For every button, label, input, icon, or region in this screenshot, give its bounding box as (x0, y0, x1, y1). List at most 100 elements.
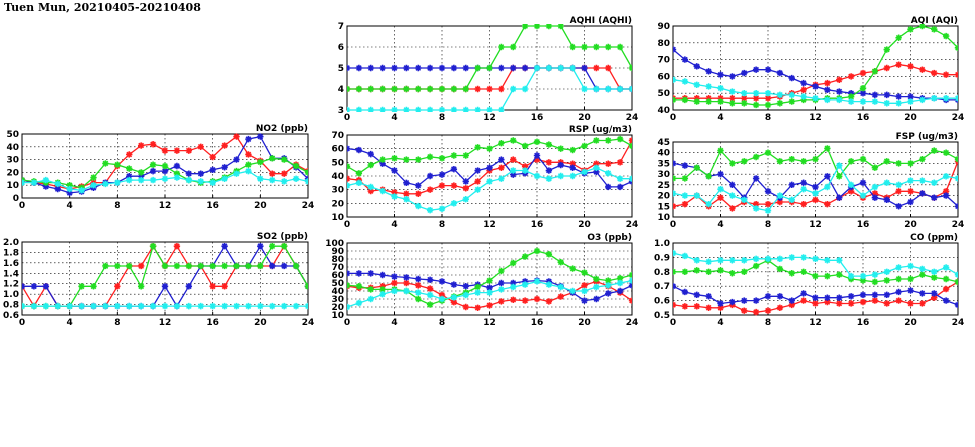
x-tick-label: 16 (531, 318, 544, 328)
data-point-cyan (486, 178, 493, 185)
data-point-blue (729, 73, 736, 80)
data-point-cyan (581, 168, 588, 176)
data-point-green (883, 277, 890, 284)
data-point-cyan (847, 98, 855, 105)
data-point-cyan (871, 271, 879, 278)
y-tick-label: 20 (6, 168, 19, 178)
data-point-green (257, 262, 264, 270)
data-point-cyan (292, 302, 300, 310)
data-point-blue (942, 192, 950, 199)
data-point-green (78, 283, 85, 290)
data-point-cyan (628, 277, 632, 284)
data-point-blue (752, 66, 760, 73)
series-group (347, 247, 632, 311)
data-point-blue (593, 295, 600, 303)
data-point-blue (836, 194, 843, 201)
data-point-cyan (776, 91, 784, 99)
data-point-cyan (847, 181, 855, 189)
x-tick-label: 16 (206, 318, 219, 328)
data-point-cyan (66, 185, 73, 193)
data-point-blue (605, 290, 612, 297)
data-point-blue (510, 64, 517, 72)
data-point-blue (403, 274, 410, 281)
data-point-red (883, 64, 890, 72)
x-tick-label: 12 (159, 318, 172, 328)
data-point-blue (355, 64, 363, 72)
y-tick-label: 0.6 (654, 297, 670, 307)
data-point-cyan (824, 96, 831, 104)
chart-title: CO (ppm) (910, 233, 958, 243)
data-point-blue (883, 91, 890, 99)
data-point-green (859, 277, 867, 284)
data-point-blue (705, 68, 712, 75)
x-tick-label: 0 (670, 113, 676, 123)
data-point-red (245, 151, 252, 158)
data-point-blue (812, 83, 819, 90)
data-point-blue (919, 190, 926, 197)
y-tick-label: 0 (13, 194, 19, 204)
data-point-cyan (942, 95, 950, 102)
data-point-red (403, 190, 410, 197)
x-tick-label: 12 (483, 113, 496, 123)
data-point-blue (545, 167, 553, 174)
data-point-blue (788, 297, 795, 304)
x-tick-label: 0 (344, 318, 350, 328)
data-point-green (269, 155, 276, 162)
data-point-green (102, 160, 109, 167)
chart-so2: 0.60.81.01.21.41.61.82.0 0 4 8 12 16 20 24 SO2 (… (3, 232, 314, 328)
data-point-cyan (379, 106, 386, 112)
data-point-green (545, 24, 553, 30)
y-tick-label: 20 (331, 199, 344, 209)
data-point-cyan (269, 176, 276, 184)
series-group (673, 249, 958, 316)
y-tick-label: 40 (331, 287, 344, 297)
data-point-cyan (919, 96, 926, 104)
data-point-red (221, 142, 228, 149)
data-point-cyan (859, 272, 867, 280)
data-point-green (616, 135, 624, 143)
data-point-cyan (605, 170, 612, 177)
data-point-cyan (533, 278, 541, 285)
data-point-green (462, 152, 469, 159)
data-point-blue (403, 179, 410, 187)
data-point-green (883, 158, 890, 165)
data-point-blue (569, 164, 576, 171)
data-point-green (292, 162, 300, 170)
data-point-blue (347, 270, 351, 277)
x-tick-label: 4 (67, 201, 73, 211)
data-point-cyan (498, 175, 505, 182)
data-point-cyan (752, 90, 760, 97)
data-point-red (462, 303, 469, 311)
data-point-cyan (137, 302, 145, 310)
data-point-green (871, 68, 879, 75)
data-point-cyan (304, 178, 308, 185)
data-point-cyan (954, 271, 958, 278)
data-point-green (245, 262, 252, 270)
data-point-green (717, 267, 724, 274)
data-point-cyan (859, 192, 867, 199)
x-tick-label: 4 (717, 220, 723, 230)
data-point-blue (800, 79, 807, 87)
data-point-green (498, 43, 505, 51)
data-point-red (764, 307, 772, 314)
data-point-green (859, 155, 867, 163)
x-tick-label: 16 (531, 220, 544, 230)
data-point-red (533, 156, 541, 163)
data-point-green (693, 164, 700, 171)
x-tick-label: 20 (904, 318, 917, 328)
data-point-green (942, 275, 950, 283)
data-point-blue (533, 152, 541, 159)
data-point-cyan (90, 182, 97, 189)
y-tick-label: 0.5 (654, 311, 670, 321)
data-point-green (545, 251, 553, 258)
data-point-red (693, 303, 700, 310)
data-point-green (521, 142, 529, 150)
y-tick-label: 6 (338, 43, 344, 53)
data-point-green (752, 153, 760, 161)
y-tick-label: 7 (338, 22, 344, 32)
data-point-blue (752, 175, 760, 182)
data-point-green (593, 43, 600, 51)
data-point-blue (197, 170, 204, 177)
data-point-blue (161, 283, 169, 290)
data-point-cyan (954, 175, 958, 182)
